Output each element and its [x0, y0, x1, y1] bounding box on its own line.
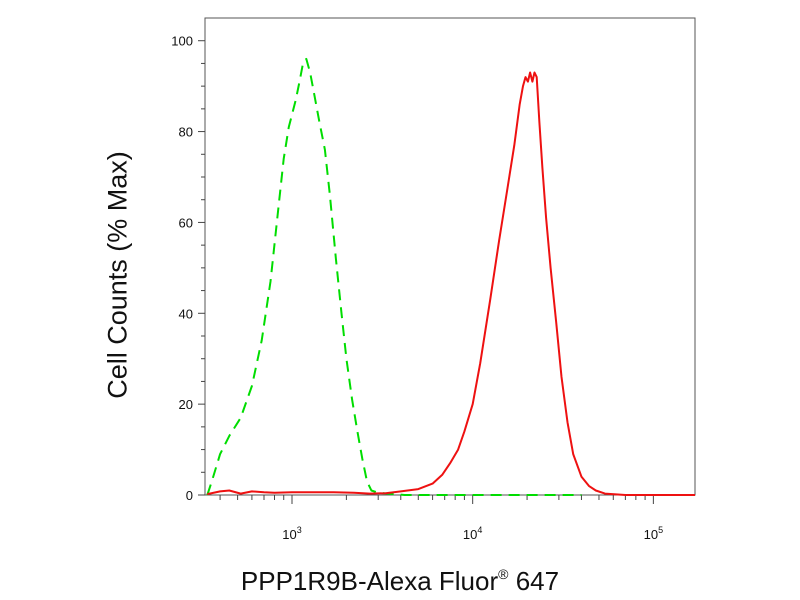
x-tick-label: 105: [644, 525, 663, 542]
y-tick-label: 60: [179, 215, 193, 230]
x-axis-label: PPP1R9B-Alexa Fluor® 647: [0, 566, 800, 597]
y-tick-label: 100: [171, 34, 193, 49]
series-layer: [206, 57, 695, 496]
plot-frame: [204, 17, 696, 496]
series-line-control: [206, 57, 582, 496]
x-axis-label-tail: 647: [508, 566, 560, 596]
y-axis: 0 20 40 60 80 100: [171, 34, 205, 503]
x-axis-label-main: PPP1R9B-Alexa Fluor: [240, 566, 499, 596]
y-tick-label: 20: [179, 397, 193, 412]
x-tick-label: 104: [463, 525, 482, 542]
x-axis: 103 104 105: [219, 495, 663, 542]
x-tick-label: 103: [282, 525, 301, 542]
y-tick-label: 80: [179, 125, 193, 140]
y-axis-label: Cell Counts (% Max): [102, 151, 133, 399]
series-line-sample: [207, 71, 695, 496]
registered-mark: ®: [498, 566, 509, 582]
y-tick-label: 0: [186, 488, 193, 503]
y-tick-label: 40: [179, 306, 193, 321]
